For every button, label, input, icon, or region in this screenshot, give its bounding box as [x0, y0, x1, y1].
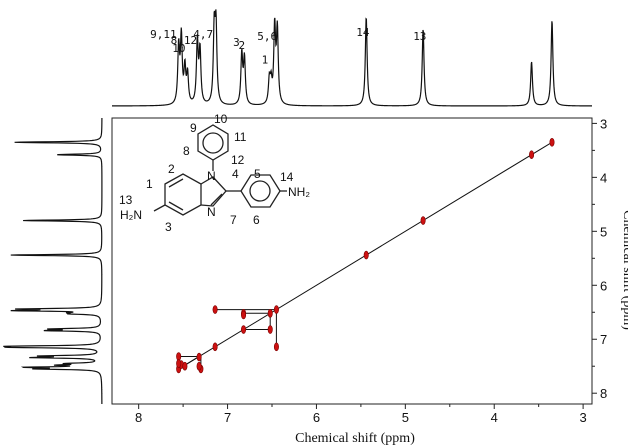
aniline-aromatic-circle [249, 180, 271, 202]
cross-peak [241, 310, 247, 320]
y-tick-label: 6 [600, 278, 607, 293]
plot-frame [111, 117, 593, 405]
atom-nh2-left: H₂N [120, 208, 142, 222]
cross-peak [267, 309, 273, 318]
position-label-9: 9 [190, 121, 197, 135]
y-tick-label: 5 [600, 224, 607, 239]
y-axis: 3 4 5 6 7 8 [592, 116, 607, 401]
left-1d-spectrum [3, 118, 103, 404]
peak-label: 2 [238, 39, 245, 52]
atom-n1: N [207, 169, 216, 183]
imidazole-double-bond [210, 193, 223, 206]
x-tick-label: 6 [313, 410, 320, 425]
cross-peak [273, 305, 279, 314]
x-axis: 8 7 6 5 4 3 [135, 404, 587, 425]
cross-peak [273, 342, 279, 352]
cross-peak-group [176, 137, 555, 374]
cross-peak [549, 137, 555, 147]
x-tick-label: 3 [579, 410, 586, 425]
peak-label: 13 [413, 30, 426, 43]
peak-label: 8,12 [171, 34, 198, 47]
top-spectrum-trace [112, 9, 592, 107]
peak-label: 3 [233, 36, 240, 49]
cross-peak [363, 250, 369, 260]
position-label-7: 7 [230, 213, 237, 227]
y-axis-title: Chemical shift (ppm) [620, 210, 628, 330]
benzo-double-bond [168, 178, 184, 188]
phenyl-ring [197, 124, 229, 161]
cross-peak [176, 359, 182, 368]
phenyl-aromatic-circle [202, 132, 224, 154]
cross-peak [212, 342, 218, 352]
molecule-labels: N N NH₂ H₂N 9 10 11 8 12 2 4 5 14 13 1 3… [119, 112, 310, 234]
peak-label: 5,6 [257, 30, 277, 43]
cross-peak [182, 361, 188, 371]
peak-label: 14 [356, 26, 370, 39]
peak-label: 4,7 [193, 28, 213, 41]
position-label-2: 2 [168, 162, 175, 176]
position-label-6: 6 [253, 213, 260, 227]
y-tick-label: 7 [600, 332, 607, 347]
position-label-14: 14 [280, 170, 294, 184]
connector-line [243, 312, 271, 330]
y-tick-label: 4 [600, 170, 607, 185]
position-label-8: 8 [183, 144, 190, 158]
position-label-11: 11 [234, 130, 247, 144]
y-tick-label: 8 [600, 386, 607, 401]
nh2-bond-left [153, 204, 166, 212]
cross-peak [241, 325, 247, 334]
cross-peak [196, 361, 202, 371]
molecule-structure [153, 124, 287, 216]
peak-label: 1 [262, 54, 269, 67]
x-tick-label: 5 [402, 410, 409, 425]
cross-peak [420, 216, 426, 225]
atom-n3: N [207, 205, 216, 219]
peak-label: 9,11 [150, 28, 177, 41]
x-axis-title: Chemical shift (ppm) [295, 431, 415, 446]
x-tick-label: 7 [224, 410, 231, 425]
position-label-13: 13 [119, 193, 133, 207]
position-label-1: 1 [146, 177, 153, 191]
x-tick-label: 4 [491, 410, 498, 425]
cross-peak [196, 352, 202, 362]
x-tick-label: 8 [135, 410, 142, 425]
cross-peak [212, 305, 218, 314]
peak-label: 10 [172, 42, 185, 55]
position-label-12: 12 [231, 153, 245, 167]
left-spectrum-trace [3, 118, 103, 404]
atom-nh2-right: NH₂ [288, 185, 310, 199]
cross-peak [529, 150, 535, 159]
position-label-10: 10 [214, 112, 228, 126]
benzo-double-bond-2 [168, 201, 184, 211]
y-tick-label: 3 [600, 116, 607, 131]
cross-peak [267, 325, 273, 334]
position-label-3: 3 [165, 220, 172, 234]
position-label-4: 4 [232, 167, 239, 181]
position-label-5: 5 [254, 167, 261, 181]
